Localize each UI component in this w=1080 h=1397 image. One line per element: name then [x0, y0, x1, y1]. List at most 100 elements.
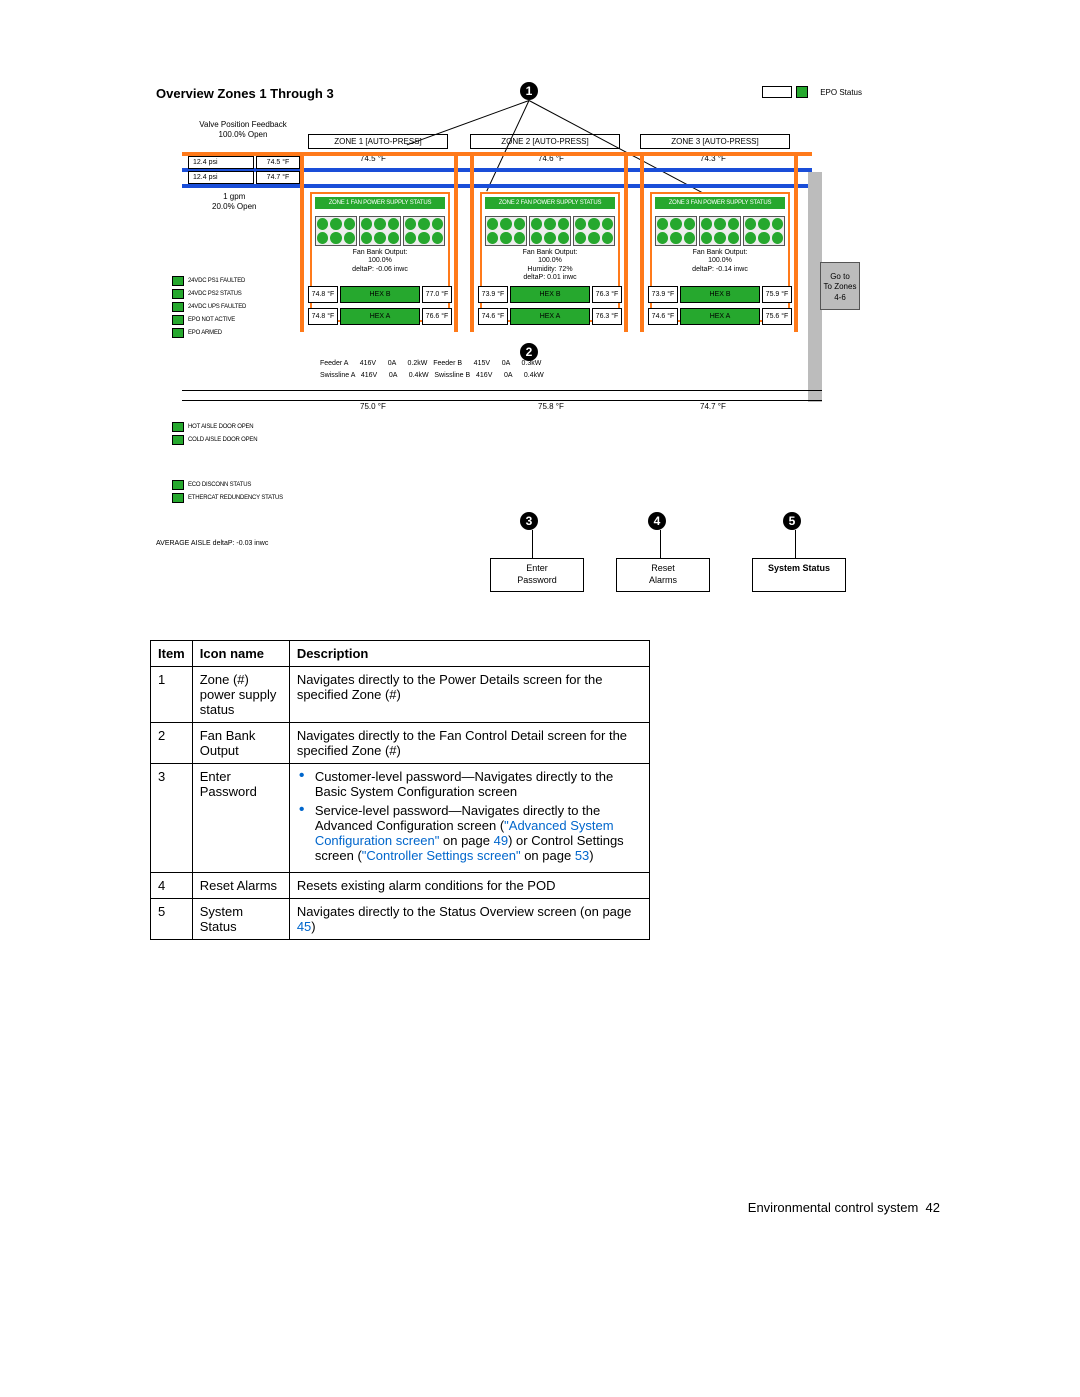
cell: 3 [151, 764, 193, 873]
zone1-ps-status[interactable]: ZONE 1 FAN POWER SUPPLY STATUS [315, 197, 445, 209]
z1-hexb-r: 77.0 °F [422, 286, 452, 303]
cell: Navigates directly to the Status Overvie… [289, 899, 649, 940]
reset-alarms-button[interactable]: Reset Alarms [616, 558, 710, 592]
dp: deltaP: -0.06 inwc [352, 266, 408, 273]
zone2-fans [485, 216, 615, 246]
overview-zones-diagram: Overview Zones 1 Through 3 EPO Status 1 … [150, 80, 870, 560]
zone1-fb-out[interactable]: Fan Bank Output: 100.0% deltaP: -0.06 in… [312, 249, 448, 274]
cell: Navigates directly to the Power Details … [289, 667, 649, 723]
z2-hexa-l: 74.6 °F [478, 308, 508, 325]
zone3-ps-status[interactable]: ZONE 3 FAN POWER SUPPLY STATUS [655, 197, 785, 209]
z1-hexb-l: 74.8 °F [308, 286, 338, 303]
zone1-fans [315, 216, 445, 246]
zone3-fans [655, 216, 785, 246]
system-status-label: System Status [768, 563, 830, 573]
footer-page: 42 [926, 1200, 940, 1215]
table-row: 4 Reset Alarms Resets existing alarm con… [151, 873, 650, 899]
txt: ) [589, 848, 593, 863]
floor-temp1: 75.0 °F [360, 402, 386, 411]
enter-password-button[interactable]: Enter Password [490, 558, 584, 592]
th-desc: Description [289, 641, 649, 667]
txt: on page [439, 833, 493, 848]
epo-status-indicator [796, 86, 808, 98]
reference-table: Item Icon name Description 1 Zone (#) po… [150, 640, 650, 940]
supply-row2-t: 74.7 °F [256, 171, 300, 184]
footer-text: Environmental control system [748, 1200, 919, 1215]
feeder-row1: Feeder A 416V 0A 0.2kW Feeder B 415V 0A … [320, 360, 541, 367]
fb2: 100.0% [708, 257, 732, 264]
bullet: Customer-level password—Navigates direct… [297, 769, 642, 799]
gpm-line1: 1 gpm [223, 192, 245, 201]
page-ref[interactable]: 45 [297, 919, 311, 934]
reset-alarms-label: Reset Alarms [649, 563, 677, 585]
z3-hexa-r: 75.6 °F [762, 308, 792, 325]
z1-hexb: HEX B [340, 286, 420, 303]
goto-zones-button[interactable]: Go to To Zones 4-6 [820, 262, 860, 310]
txt: on page [521, 848, 575, 863]
callout-line [795, 530, 796, 558]
hot-pipe-v [624, 152, 628, 332]
fb1: Fan Bank Output: [693, 249, 748, 256]
cell: 4 [151, 873, 193, 899]
z2-hexa-r: 76.3 °F [592, 308, 622, 325]
cell: Zone (#) power supply status [192, 667, 289, 723]
legend-mid: HOT AISLE DOOR OPENCOLD AISLE DOOR OPEN [172, 422, 302, 448]
hot-pipe-v [470, 152, 474, 332]
callout-badge-4: 4 [648, 512, 666, 530]
goto-zones-label: Go to To Zones 4-6 [824, 272, 857, 302]
hot-pipe-v [454, 152, 458, 332]
legend-low: ECO DISCONN STATUSETHERCAT REDUNDENCY ST… [172, 480, 302, 506]
zone1-header: ZONE 1 [AUTO-PRESS] [308, 134, 448, 149]
z3-hexb-l: 73.9 °F [648, 286, 678, 303]
z2-hexb-r: 76.3 °F [592, 286, 622, 303]
th-item: Item [151, 641, 193, 667]
dp: deltaP: 0.01 inwc [523, 274, 576, 281]
cell: Customer-level password—Navigates direct… [289, 764, 649, 873]
floor-rule [182, 390, 822, 391]
z1-hexa-l: 74.8 °F [308, 308, 338, 325]
link[interactable]: "Controller Settings screen" [362, 848, 521, 863]
zone2-header: ZONE 2 [AUTO-PRESS] [470, 134, 620, 149]
page-ref[interactable]: 53 [575, 848, 589, 863]
valve-position-header: Valve Position Feedback 100.0% Open [188, 120, 298, 141]
diagram-title: Overview Zones 1 Through 3 [156, 86, 334, 101]
epo-status-box [762, 86, 792, 98]
table-row: 5 System Status Navigates directly to th… [151, 899, 650, 940]
floor-rule [182, 400, 822, 401]
th-icon: Icon name [192, 641, 289, 667]
zone3-fb-out[interactable]: Fan Bank Output: 100.0% deltaP: -0.14 in… [652, 249, 788, 274]
z2-hexa: HEX A [510, 308, 590, 325]
supply-row1-t: 74.5 °F [256, 156, 300, 169]
z1-hexa: HEX A [340, 308, 420, 325]
gpm-line2: 20.0% Open [212, 202, 256, 211]
txt: Navigates directly to the Status Overvie… [297, 904, 632, 919]
zone2-ps-status[interactable]: ZONE 2 FAN POWER SUPPLY STATUS [485, 197, 615, 209]
epo-status-label: EPO Status [820, 88, 862, 97]
table-row: 3 Enter Password Customer-level password… [151, 764, 650, 873]
system-status-button[interactable]: System Status [752, 558, 846, 592]
fb3: Humidity: 72% [527, 266, 572, 273]
table-row: 1 Zone (#) power supply status Navigates… [151, 667, 650, 723]
zone2-fb-out[interactable]: Fan Bank Output: 100.0% Humidity: 72% de… [482, 249, 618, 283]
z3-hexb-r: 75.9 °F [762, 286, 792, 303]
supply-row2-psi: 12.4 psi [188, 171, 254, 184]
cell: System Status [192, 899, 289, 940]
avg-deltap: AVERAGE AISLE deltaP: -0.03 inwc [156, 540, 268, 547]
cell: Resets existing alarm conditions for the… [289, 873, 649, 899]
z2-hexb-l: 73.9 °F [478, 286, 508, 303]
hot-pipe-v [640, 152, 644, 332]
cell: 2 [151, 723, 193, 764]
callout-badge-1: 1 [520, 82, 538, 100]
z3-hexb: HEX B [680, 286, 760, 303]
page-ref[interactable]: 49 [494, 833, 508, 848]
callout-badge-5: 5 [783, 512, 801, 530]
floor-temp3: 74.7 °F [700, 402, 726, 411]
fb1: Fan Bank Output: [353, 249, 408, 256]
z3-hexa: HEX A [680, 308, 760, 325]
zone3-header: ZONE 3 [AUTO-PRESS] [640, 134, 790, 149]
enter-password-label: Enter Password [517, 563, 557, 585]
cell: 1 [151, 667, 193, 723]
callout-badge-3: 3 [520, 512, 538, 530]
fb1: Fan Bank Output: [523, 249, 578, 256]
cold-pipe [182, 184, 812, 188]
